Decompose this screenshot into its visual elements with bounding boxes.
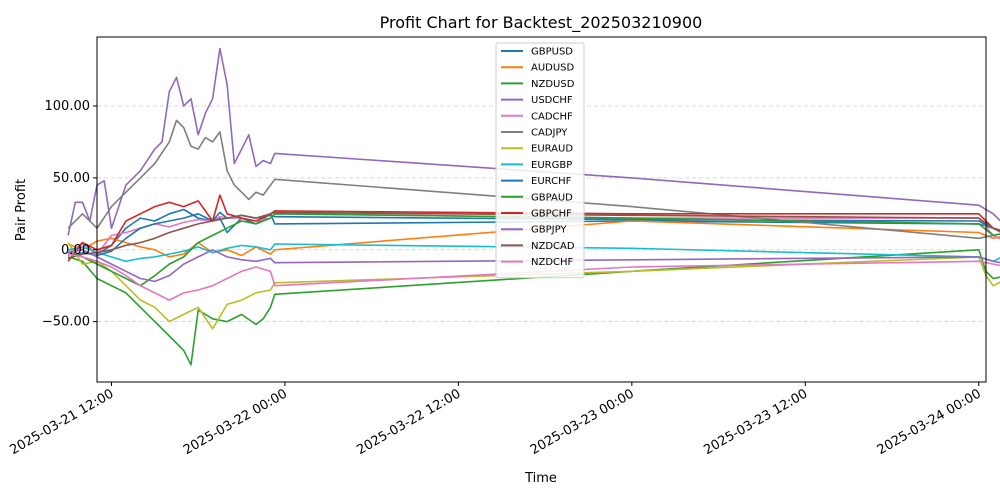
series-line-nzdusd: [67, 249, 1000, 366]
series-line-nzdchf: [67, 253, 1000, 301]
legend-label: NZDCHF: [531, 257, 574, 268]
series-line-euraud: [67, 242, 1000, 330]
legend-label: CADCHF: [531, 111, 573, 122]
x-axis-label: Time: [524, 471, 557, 486]
legend-label: AUDUSD: [531, 63, 575, 74]
legend-label: EURCHF: [531, 176, 572, 187]
y-tick-label: −50.00: [42, 315, 90, 330]
series-line-gbpjpy: [67, 249, 1000, 283]
series-lines: [67, 47, 1000, 366]
y-tick-label: 0.00: [61, 243, 90, 258]
plot-frame: [96, 36, 987, 383]
y-axis-label: Pair Profit: [14, 179, 29, 241]
legend-label: CADJPY: [531, 128, 568, 139]
legend-label: GBPCHF: [531, 209, 572, 220]
legend-label: EURAUD: [531, 144, 573, 155]
chart-title: Profit Chart for Backtest_202503210900: [380, 13, 703, 33]
series-line-gbpchf: [67, 194, 1000, 262]
legend-label: GBPJPY: [531, 225, 567, 236]
legend-label: GBPUSD: [531, 47, 573, 58]
series-line-usdchf: [67, 47, 1000, 236]
legend-label: GBPAUD: [531, 192, 573, 203]
legend-label: NZDCAD: [531, 241, 575, 252]
legend-box: [495, 42, 585, 279]
series-line-audusd: [67, 220, 1000, 258]
legend-label: NZDUSD: [531, 79, 575, 90]
y-tick-label: 100.00: [45, 99, 91, 114]
y-tick-label: 50.00: [53, 171, 90, 186]
legend-label: USDCHF: [531, 95, 573, 106]
legend: GBPUSD AUDUSD NZDUSD USDCHF CADCHF CADJPY EURA…: [495, 42, 585, 279]
series-line-eurgbp: [67, 243, 1000, 263]
legend-label: EURGBP: [531, 160, 572, 171]
series-line-cadjpy: [67, 119, 1000, 240]
y-axis: −50.00 0.00 50.00 100.00: [42, 99, 97, 330]
series-line-nzdcad: [67, 211, 1000, 260]
